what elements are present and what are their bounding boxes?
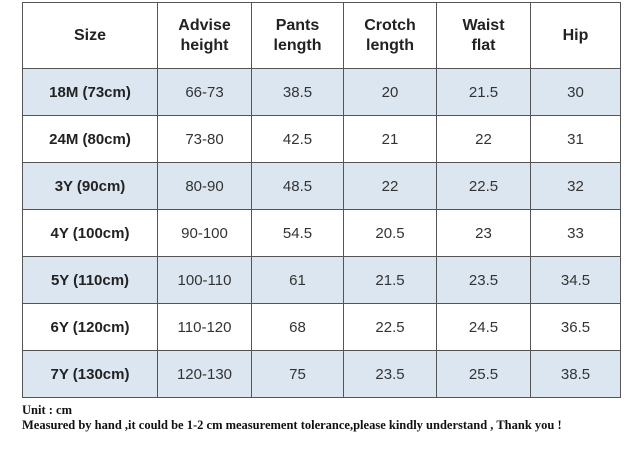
value-cell: 66-73 xyxy=(157,68,252,116)
header-cell: Pants length xyxy=(251,2,344,69)
table-row: 3Y (90cm) 80-90 48.5 22 22.5 32 xyxy=(22,162,621,210)
header-cell: Crotch length xyxy=(343,2,437,69)
value-cell: 33 xyxy=(530,209,621,257)
value-cell: 38.5 xyxy=(530,350,621,398)
value-cell: 22 xyxy=(343,162,437,210)
value-cell: 24.5 xyxy=(436,303,531,351)
header-cell: Waist flat xyxy=(436,2,531,69)
value-cell: 21.5 xyxy=(343,256,437,304)
value-cell: 23.5 xyxy=(343,350,437,398)
value-cell: 20 xyxy=(343,68,437,116)
value-cell: 90-100 xyxy=(157,209,252,257)
value-cell: 23 xyxy=(436,209,531,257)
value-cell: 54.5 xyxy=(251,209,344,257)
value-cell: 75 xyxy=(251,350,344,398)
value-cell: 61 xyxy=(251,256,344,304)
size-cell: 5Y (110cm) xyxy=(22,256,158,304)
size-cell: 18M (73cm) xyxy=(22,68,158,116)
value-cell: 20.5 xyxy=(343,209,437,257)
size-table: Size Advise height Pants length Crotch leng… xyxy=(22,2,621,398)
value-cell: 21.5 xyxy=(436,68,531,116)
size-cell: 24M (80cm) xyxy=(22,115,158,163)
value-cell: 32 xyxy=(530,162,621,210)
value-cell: 25.5 xyxy=(436,350,531,398)
value-cell: 21 xyxy=(343,115,437,163)
header-cell: Hip xyxy=(530,2,621,69)
note-line: Measured by hand ,it could be 1-2 cm mea… xyxy=(22,418,562,432)
value-cell: 80-90 xyxy=(157,162,252,210)
table-row: 7Y (130cm) 120-130 75 23.5 25.5 38.5 xyxy=(22,350,621,398)
value-cell: 48.5 xyxy=(251,162,344,210)
value-cell: 23.5 xyxy=(436,256,531,304)
value-cell: 22.5 xyxy=(436,162,531,210)
value-cell: 42.5 xyxy=(251,115,344,163)
value-cell: 100-110 xyxy=(157,256,252,304)
value-cell: 36.5 xyxy=(530,303,621,351)
value-cell: 68 xyxy=(251,303,344,351)
note-line: Unit : cm xyxy=(22,403,72,417)
value-cell: 34.5 xyxy=(530,256,621,304)
table-row: 4Y (100cm) 90-100 54.5 20.5 23 33 xyxy=(22,209,621,257)
notes: Unit : cm Measured by hand ,it could be 1… xyxy=(22,403,562,433)
value-cell: 22.5 xyxy=(343,303,437,351)
table-body: 18M (73cm) 66-73 38.5 20 21.5 30 24M (80cm) 73-… xyxy=(22,68,621,398)
size-cell: 4Y (100cm) xyxy=(22,209,158,257)
value-cell: 31 xyxy=(530,115,621,163)
size-cell: 3Y (90cm) xyxy=(22,162,158,210)
value-cell: 73-80 xyxy=(157,115,252,163)
table-row: 18M (73cm) 66-73 38.5 20 21.5 30 xyxy=(22,68,621,116)
value-cell: 110-120 xyxy=(157,303,252,351)
value-cell: 30 xyxy=(530,68,621,116)
value-cell: 120-130 xyxy=(157,350,252,398)
header-cell: Advise height xyxy=(157,2,252,69)
size-cell: 7Y (130cm) xyxy=(22,350,158,398)
table-row: 6Y (120cm) 110-120 68 22.5 24.5 36.5 xyxy=(22,303,621,351)
value-cell: 38.5 xyxy=(251,68,344,116)
size-cell: 6Y (120cm) xyxy=(22,303,158,351)
value-cell: 22 xyxy=(436,115,531,163)
table-row: 24M (80cm) 73-80 42.5 21 22 31 xyxy=(22,115,621,163)
table-row: 5Y (110cm) 100-110 61 21.5 23.5 34.5 xyxy=(22,256,621,304)
header-cell: Size xyxy=(22,2,158,69)
header-row: Size Advise height Pants length Crotch leng… xyxy=(22,2,621,69)
